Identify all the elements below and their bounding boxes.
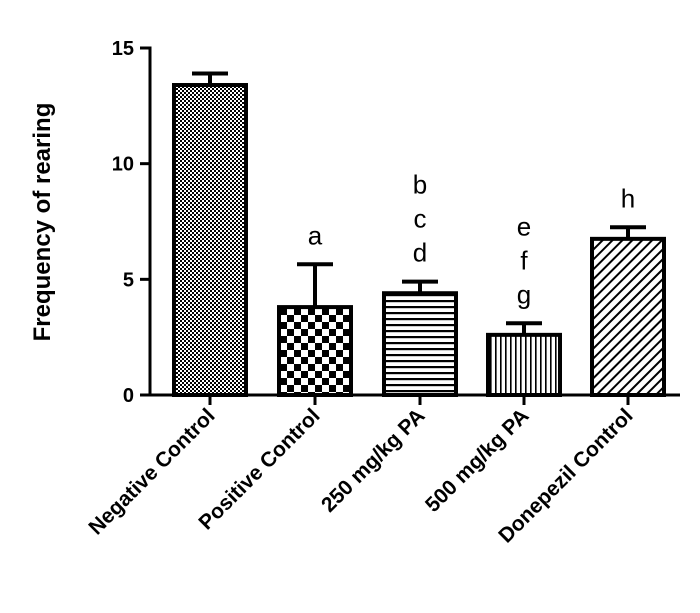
significance-letter: h bbox=[621, 183, 635, 213]
significance-letter: e bbox=[517, 211, 531, 241]
x-category-label: 250 mg/kg PA bbox=[317, 404, 430, 517]
bar bbox=[382, 291, 458, 398]
y-axis-title: Frequency of rearing bbox=[29, 103, 56, 342]
significance-letter: g bbox=[517, 279, 531, 309]
y-tick-label: 5 bbox=[123, 269, 134, 291]
significance-letter: f bbox=[520, 245, 528, 275]
bar bbox=[277, 305, 353, 397]
x-category-label: 500 mg/kg PA bbox=[421, 404, 534, 517]
bar bbox=[486, 332, 562, 397]
significance-letter: a bbox=[308, 220, 323, 250]
y-tick-label: 10 bbox=[112, 154, 134, 176]
significance-letter: b bbox=[413, 170, 427, 200]
bar bbox=[590, 236, 666, 397]
y-tick-label: 15 bbox=[112, 38, 134, 60]
annotations: a bcd efg h bbox=[308, 170, 635, 310]
bars bbox=[172, 71, 666, 398]
significance-letter: c bbox=[414, 204, 427, 234]
y-tick-label: 0 bbox=[123, 385, 134, 407]
significance-letter: d bbox=[413, 238, 427, 268]
bar bbox=[172, 83, 248, 397]
